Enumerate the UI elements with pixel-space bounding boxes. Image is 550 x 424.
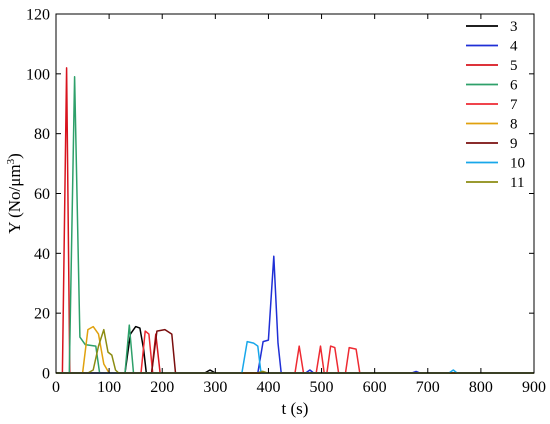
legend-label-3: 3 [510,19,518,35]
x-tick-label-5: 500 [310,379,334,396]
legend-label-9: 9 [510,136,518,152]
x-tick-label-8: 800 [469,379,493,396]
y-tick-label-3: 60 [34,186,50,203]
y-axis-label-tail: ) [5,153,24,159]
x-tick-label-1: 100 [97,379,121,396]
y-tick-label-5: 100 [26,66,50,83]
x-tick-label-4: 400 [256,379,280,396]
legend-label-6: 6 [510,78,518,94]
legend: 3 4 5 6 7 8 9 10 11 [466,19,525,191]
legend-label-5: 5 [510,58,518,74]
legend-label-11: 11 [510,175,524,191]
legend-label-8: 8 [510,117,518,133]
plot-frame [55,13,535,374]
y-tick-label-4: 80 [34,126,50,143]
y-axis-label-main: Y (No/μm [5,164,24,233]
y-tick-label-6: 120 [26,7,50,24]
series-line-11 [56,328,534,374]
x-tick-label-0: 0 [52,379,60,396]
series-line-10 [56,340,534,374]
x-tick-label-7: 700 [416,379,440,396]
series-line-8 [56,325,534,374]
x-axis-label: t (s) [282,399,309,418]
y-tick-label-2: 40 [34,246,50,263]
x-tick-label-6: 600 [363,379,387,396]
x-tick-label-9: 900 [522,379,546,396]
series-layer [56,67,534,374]
ticks-layer: 0 100 200 300 400 500 600 700 800 900 0 20 40 60 80 100… [26,7,546,397]
legend-label-7: 7 [510,97,518,113]
y-axis-label-sup: 3 [5,158,17,164]
y-tick-label-1: 20 [34,306,50,323]
series-line-6 [56,76,534,374]
series-line-5 [56,67,534,374]
series-line-7 [56,330,534,374]
legend-label-10: 10 [510,156,525,172]
x-tick-label-3: 300 [203,379,227,396]
x-tick-label-2: 200 [150,379,174,396]
y-tick-label-0: 0 [42,366,50,383]
y-axis-label: Y (No/μm3) [5,153,24,234]
legend-label-4: 4 [510,39,518,55]
